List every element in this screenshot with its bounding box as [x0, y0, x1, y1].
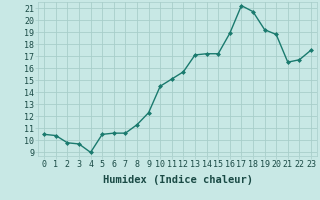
X-axis label: Humidex (Indice chaleur): Humidex (Indice chaleur)	[103, 175, 252, 185]
